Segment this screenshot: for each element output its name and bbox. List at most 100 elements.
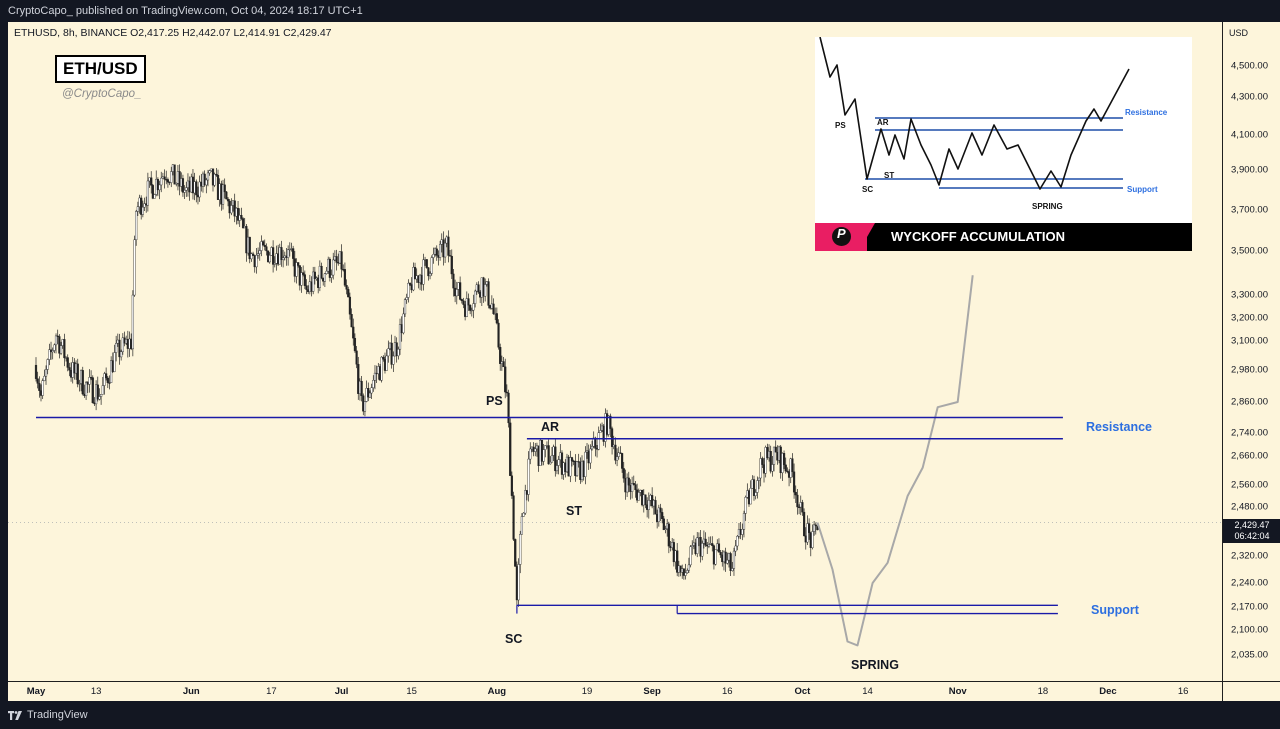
candle-body xyxy=(44,369,48,377)
time-tick: Aug xyxy=(487,686,507,697)
candle-body xyxy=(195,181,198,196)
candle-body xyxy=(452,273,455,289)
candle-body xyxy=(460,299,463,301)
candle-body xyxy=(719,552,722,556)
ar-label: AR xyxy=(541,420,560,434)
wyckoff-banner-text: WYCKOFF ACCUMULATION xyxy=(891,229,1066,244)
time-tick: 17 xyxy=(266,686,277,697)
time-tick: Dec xyxy=(1099,686,1117,697)
candle-body xyxy=(166,179,170,183)
candle-body xyxy=(495,313,498,324)
candle-body xyxy=(772,446,776,465)
candle-body xyxy=(686,570,689,574)
candle-body xyxy=(198,181,201,198)
candle-body xyxy=(288,248,291,251)
candle-body xyxy=(345,285,348,290)
candle-body xyxy=(594,437,597,449)
candle-body xyxy=(146,180,149,206)
candle-body xyxy=(808,523,811,533)
candle-body xyxy=(549,462,552,465)
inset-sc-label: SC xyxy=(862,185,874,194)
candle-body xyxy=(771,464,774,472)
candle-body xyxy=(175,183,178,185)
candle-body xyxy=(589,448,592,464)
candle-body xyxy=(505,391,508,394)
candle-body xyxy=(133,239,136,296)
candle-body xyxy=(726,559,729,564)
time-tick: Jun xyxy=(182,686,200,697)
candle-body xyxy=(769,451,772,472)
candle-body xyxy=(203,173,206,186)
candle-body xyxy=(465,298,468,317)
chart-area[interactable]: ETHUSD, 8h, BINANCE O2,417.25 H2,442.07 … xyxy=(8,22,1222,681)
candle-body xyxy=(140,197,143,215)
candle-body xyxy=(68,367,71,371)
candle-body xyxy=(350,314,353,328)
price-axis[interactable]: USD 4,500.00 4,300.00 4,100.00 3,900.00 3,70… xyxy=(1222,22,1280,681)
time-tick: 14 xyxy=(862,686,873,697)
candle-body xyxy=(84,382,88,396)
candle-body xyxy=(455,289,458,297)
candle-body xyxy=(397,348,400,357)
candle-body xyxy=(248,236,251,260)
candle-body xyxy=(208,170,211,174)
candle-body xyxy=(450,255,453,275)
candle-body xyxy=(599,430,602,433)
candle-body xyxy=(507,392,510,424)
candle-body xyxy=(622,468,625,479)
candle-body xyxy=(472,303,475,311)
candle-body xyxy=(637,492,640,501)
candle-body xyxy=(363,401,367,412)
candle-body xyxy=(413,267,417,280)
candle-body xyxy=(752,479,756,496)
support-label: Support xyxy=(1091,603,1139,617)
currency-label: USD xyxy=(1229,28,1249,38)
candle-body xyxy=(657,507,660,522)
candle-body xyxy=(51,350,54,353)
candle-body xyxy=(407,282,410,298)
candle-body xyxy=(443,242,447,258)
candle-body xyxy=(732,550,736,569)
candle-body xyxy=(470,309,473,312)
candle-body xyxy=(372,380,375,388)
candle-body xyxy=(385,355,388,371)
time-tick: 16 xyxy=(1177,686,1189,697)
wyckoff-inset: PS AR ST SC SPRING Resistance Support P … xyxy=(815,37,1192,251)
candle-body xyxy=(757,477,761,481)
candle-body xyxy=(58,336,61,354)
time-axis[interactable]: May 13 Jun 17 Jul 15 Aug 19 Sep 16 Oct 14 Nov 18 Dec 16 xyxy=(8,681,1222,701)
candle-body xyxy=(36,378,39,384)
candle-body xyxy=(555,465,559,472)
candle-body xyxy=(438,244,442,258)
price-tick: 2,170.00 xyxy=(1231,601,1268,613)
candle-body xyxy=(724,551,727,564)
price-tick: 3,300.00 xyxy=(1231,289,1268,301)
inset-ps-label: PS xyxy=(835,121,846,130)
candle-body xyxy=(113,352,116,372)
candle-body xyxy=(136,206,139,212)
candle-body xyxy=(797,506,801,508)
candle-body xyxy=(183,190,186,193)
candle-body xyxy=(392,355,395,365)
candle-body xyxy=(782,453,786,466)
candle-body xyxy=(447,236,450,256)
candle-body xyxy=(59,345,63,354)
candle-body xyxy=(811,531,814,548)
candle-body xyxy=(272,247,275,265)
candle-body xyxy=(687,564,690,571)
candle-body xyxy=(784,464,787,472)
candle-body xyxy=(115,342,118,353)
candle-body xyxy=(213,173,216,186)
candle-body xyxy=(205,179,208,186)
candle-body xyxy=(492,303,495,314)
candle-body xyxy=(223,184,226,193)
candle-body xyxy=(517,564,520,601)
candle-body xyxy=(34,364,38,379)
price-tick: 4,500.00 xyxy=(1231,60,1268,72)
candle-body xyxy=(569,457,572,477)
sc-label: SC xyxy=(505,632,523,646)
candle-body xyxy=(647,500,650,510)
candle-body xyxy=(554,446,557,472)
candle-body xyxy=(150,177,153,186)
candle-body xyxy=(519,534,522,565)
